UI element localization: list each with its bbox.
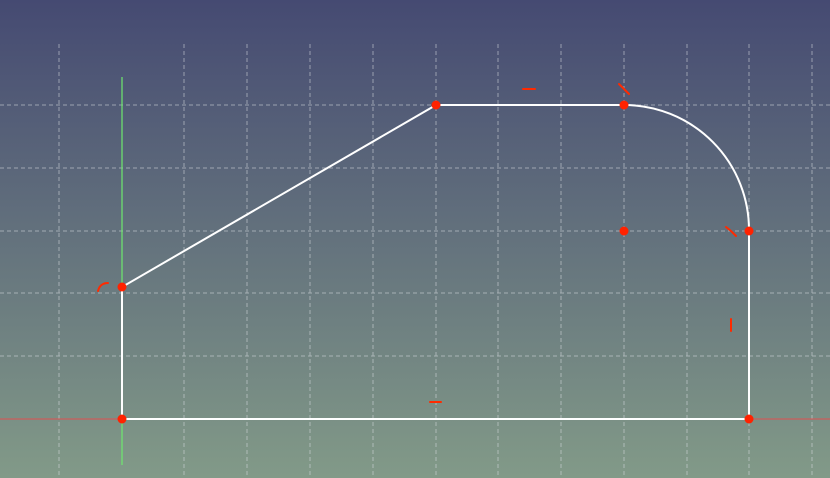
sketch-vertex[interactable] bbox=[117, 282, 127, 292]
coincident-constraint-icon[interactable] bbox=[97, 282, 109, 292]
tangent-constraint-icon[interactable] bbox=[618, 83, 630, 95]
sketch-vertex[interactable] bbox=[744, 226, 754, 236]
sketch-vertex[interactable] bbox=[619, 100, 629, 110]
tangent-constraint-icon[interactable] bbox=[725, 226, 737, 237]
arc-center-point[interactable] bbox=[619, 226, 629, 236]
sketch-vertex[interactable] bbox=[431, 100, 441, 110]
origin-point[interactable] bbox=[117, 414, 127, 424]
sketch-vertex[interactable] bbox=[744, 414, 754, 424]
fillet-arc[interactable] bbox=[623, 104, 751, 232]
slope-line[interactable] bbox=[121, 104, 437, 288]
sketch-grid bbox=[0, 44, 830, 478]
